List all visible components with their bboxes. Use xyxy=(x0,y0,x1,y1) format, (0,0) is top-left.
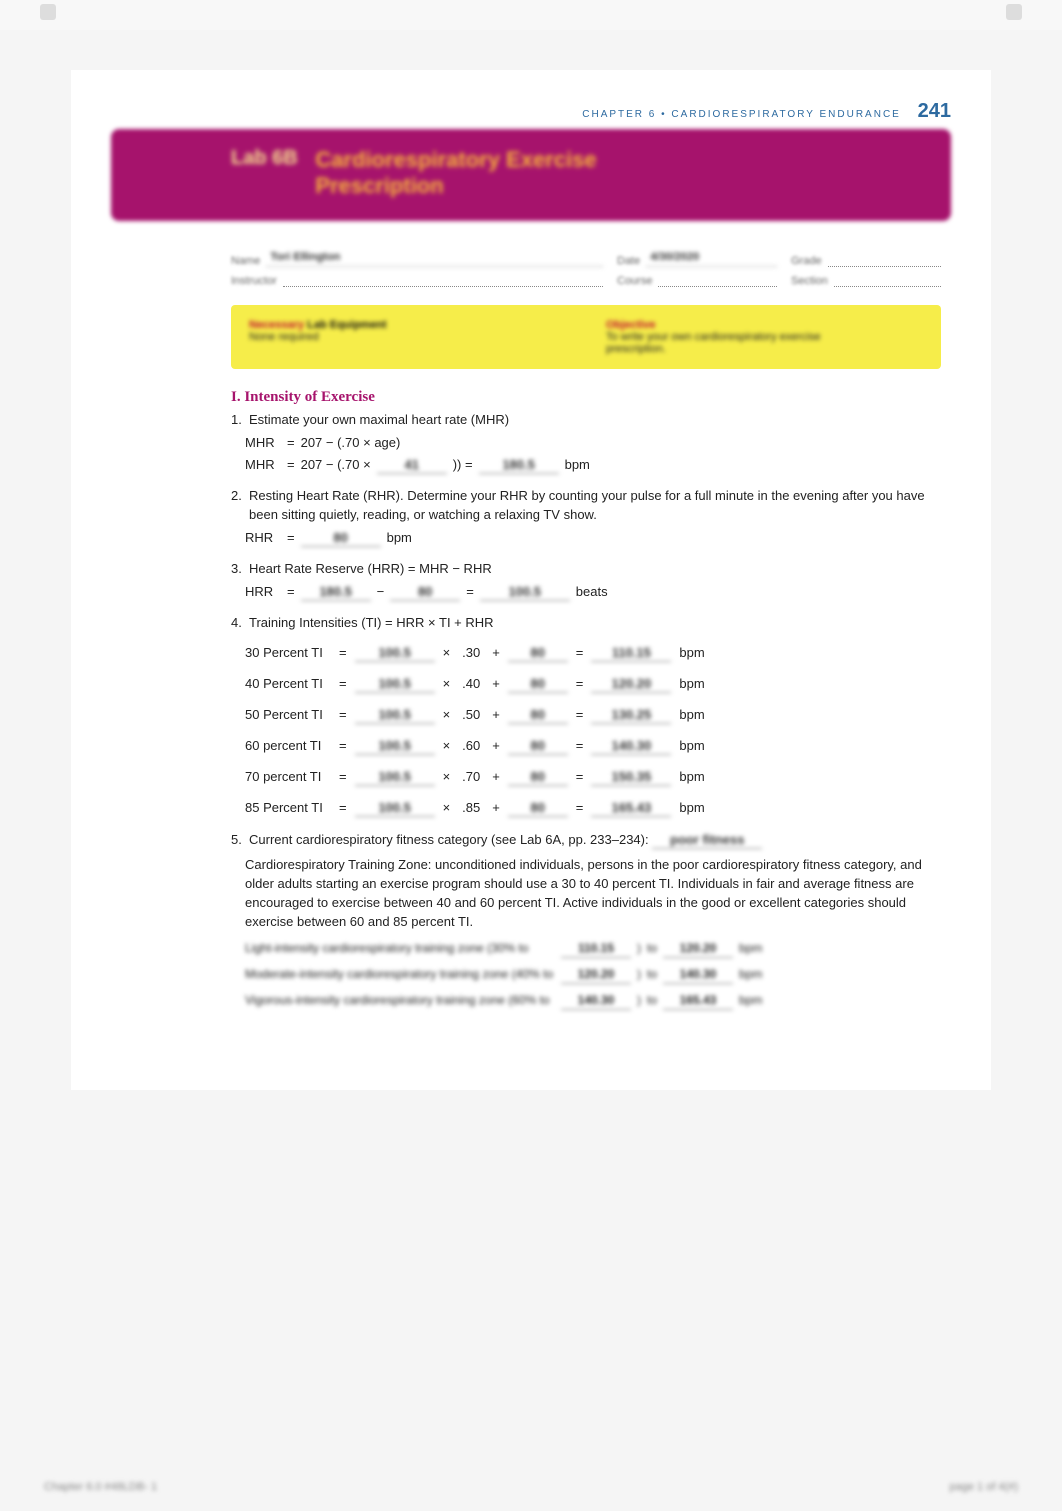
ti-row: 85 Percent TI=100.5×.85+80=165.43bpm xyxy=(245,799,941,818)
name-label: Name xyxy=(231,255,260,267)
nav-menu-icon[interactable] xyxy=(1006,4,1022,20)
rhr-line: RHR = 80 bpm xyxy=(245,529,941,548)
lab-number: Lab 6B xyxy=(231,147,298,170)
zone-rows: Light-intensity cardiorespiratory traini… xyxy=(245,940,941,1010)
rhr-input[interactable]: 80 xyxy=(301,529,381,547)
equipment-col: Necessary Lab Equipment None required xyxy=(249,319,566,355)
hrr-b[interactable]: 80 xyxy=(390,583,460,601)
viewer-top-bar xyxy=(0,0,1062,30)
ti-result[interactable]: 165.43 xyxy=(591,799,671,817)
section-1-head: I. Intensity of Exercise xyxy=(231,387,941,409)
zone-label: Light-intensity cardiorespiratory traini… xyxy=(245,940,555,957)
ti-rhr[interactable]: 80 xyxy=(508,675,568,693)
fitness-category[interactable]: poor fitness xyxy=(652,831,762,849)
ti-label: 40 Percent TI xyxy=(245,675,331,694)
page-number: 241 xyxy=(918,100,951,122)
grade-value xyxy=(828,251,941,267)
ti-label: 30 Percent TI xyxy=(245,644,331,663)
ti-row: 60 percent TI=100.5×.60+80=140.30bpm xyxy=(245,737,941,756)
ti-row: 40 Percent TI=100.5×.40+80=120.20bpm xyxy=(245,675,941,694)
zone-hi[interactable]: 140.30 xyxy=(663,966,733,984)
form-row-1: Name Tori Ellington Date 4/30/2020 Grade xyxy=(231,251,941,267)
document-page: CHAPTER 6 • CARDIORESPIRATORY ENDURANCE … xyxy=(71,70,991,1090)
ti-row: 30 Percent TI=100.5×.30+80=110.15bpm xyxy=(245,644,941,663)
date-label: Date xyxy=(617,255,640,267)
section-value xyxy=(834,271,941,287)
zone-label: Moderate-intensity cardiorespiratory tra… xyxy=(245,966,555,983)
ti-result[interactable]: 140.30 xyxy=(591,737,671,755)
objective-col: Objective To write your own cardiorespir… xyxy=(606,319,923,355)
lab-banner: Lab 6B Cardiorespiratory Exercise Prescr… xyxy=(111,129,951,221)
ti-rhr[interactable]: 80 xyxy=(508,768,568,786)
ti-label: 60 percent TI xyxy=(245,737,331,756)
hrr-res[interactable]: 100.5 xyxy=(480,583,570,601)
ti-row: 70 percent TI=100.5×.70+80=150.35bpm xyxy=(245,768,941,787)
ti-hrr[interactable]: 100.5 xyxy=(355,799,435,817)
ti-mult: .40 xyxy=(458,675,484,694)
form-row-2: Instructor Course Section xyxy=(231,271,941,287)
ti-hrr[interactable]: 100.5 xyxy=(355,768,435,786)
mhr-result[interactable]: 180.5 xyxy=(479,456,559,474)
hrr-line: HRR = 180.5 − 80 = 100.5 beats xyxy=(245,583,941,602)
hrr-a[interactable]: 180.5 xyxy=(301,583,371,601)
ti-label: 50 Percent TI xyxy=(245,706,331,725)
zone-hi[interactable]: 120.20 xyxy=(663,940,733,958)
instructor-value xyxy=(283,271,603,287)
item-4: 4. Training Intensities (TI) = HRR × TI … xyxy=(231,614,941,633)
ti-mult: .70 xyxy=(458,768,484,787)
ti-result[interactable]: 130.25 xyxy=(591,706,671,724)
item-2: 2. Resting Heart Rate (RHR). Determine y… xyxy=(231,487,941,525)
content-area: I. Intensity of Exercise 1. Estimate you… xyxy=(231,387,941,1010)
ti-rows: 30 Percent TI=100.5×.30+80=110.15bpm 40 P… xyxy=(231,644,941,817)
name-value: Tori Ellington xyxy=(266,251,603,267)
training-zone-para: Cardiorespiratory Training Zone: uncondi… xyxy=(245,856,941,931)
ti-mult: .85 xyxy=(458,799,484,818)
footer-left: Chapter 6.0 #48LDB- 1 xyxy=(44,1481,157,1493)
ti-result[interactable]: 120.20 xyxy=(591,675,671,693)
zone-lo[interactable]: 110.15 xyxy=(561,940,631,958)
zone-label: Vigorous-intensity cardiorespiratory tra… xyxy=(245,992,555,1009)
ti-rhr[interactable]: 80 xyxy=(508,706,568,724)
zone-hi[interactable]: 165.43 xyxy=(663,992,733,1010)
item-3: 3. Heart Rate Reserve (HRR) = MHR − RHR xyxy=(231,560,941,579)
item-1: 1. Estimate your own maximal heart rate … xyxy=(231,411,941,430)
ti-label: 85 Percent TI xyxy=(245,799,331,818)
mhr-age-input[interactable]: 41 xyxy=(377,456,447,474)
ti-rhr[interactable]: 80 xyxy=(508,799,568,817)
zone-row: Vigorous-intensity cardiorespiratory tra… xyxy=(245,992,941,1010)
ti-mult: .60 xyxy=(458,737,484,756)
course-label: Course xyxy=(617,275,652,287)
ti-mult: .50 xyxy=(458,706,484,725)
ti-hrr[interactable]: 100.5 xyxy=(355,737,435,755)
zone-row: Moderate-intensity cardiorespiratory tra… xyxy=(245,966,941,984)
ti-row: 50 Percent TI=100.5×.50+80=130.25bpm xyxy=(245,706,941,725)
zone-lo[interactable]: 140.30 xyxy=(561,992,631,1010)
ti-rhr[interactable]: 80 xyxy=(508,644,568,662)
ti-hrr[interactable]: 100.5 xyxy=(355,675,435,693)
date-value: 4/30/2020 xyxy=(646,251,777,267)
mhr-formula-line: MHR = 207 − (.70 × age) xyxy=(245,434,941,453)
chapter-header: CHAPTER 6 • CARDIORESPIRATORY ENDURANCE … xyxy=(111,100,951,123)
mhr-calc-line: MHR = 207 − (.70 × 41 )) = 180.5 bpm xyxy=(245,456,941,475)
ti-rhr[interactable]: 80 xyxy=(508,737,568,755)
ti-hrr[interactable]: 100.5 xyxy=(355,706,435,724)
ti-result[interactable]: 110.15 xyxy=(591,644,671,662)
chapter-label: CHAPTER 6 • CARDIORESPIRATORY ENDURANCE xyxy=(582,109,901,120)
objective-box: Necessary Lab Equipment None required Ob… xyxy=(231,305,941,369)
section-label: Section xyxy=(791,275,828,287)
instructor-label: Instructor xyxy=(231,275,277,287)
ti-mult: .30 xyxy=(458,644,484,663)
nav-back-icon[interactable] xyxy=(40,4,56,20)
viewer-bottom-bar: Chapter 6.0 #48LDB- 1 page 1 of 4(#) xyxy=(0,1481,1062,1493)
ti-label: 70 percent TI xyxy=(245,768,331,787)
course-value xyxy=(658,271,777,287)
ti-result[interactable]: 150.35 xyxy=(591,768,671,786)
footer-right: page 1 of 4(#) xyxy=(950,1481,1019,1493)
ti-hrr[interactable]: 100.5 xyxy=(355,644,435,662)
zone-lo[interactable]: 120.20 xyxy=(561,966,631,984)
item-5: 5. Current cardiorespiratory fitness cat… xyxy=(231,831,941,850)
grade-label: Grade xyxy=(791,255,822,267)
zone-row: Light-intensity cardiorespiratory traini… xyxy=(245,940,941,958)
lab-title: Cardiorespiratory Exercise Prescription xyxy=(315,147,596,199)
